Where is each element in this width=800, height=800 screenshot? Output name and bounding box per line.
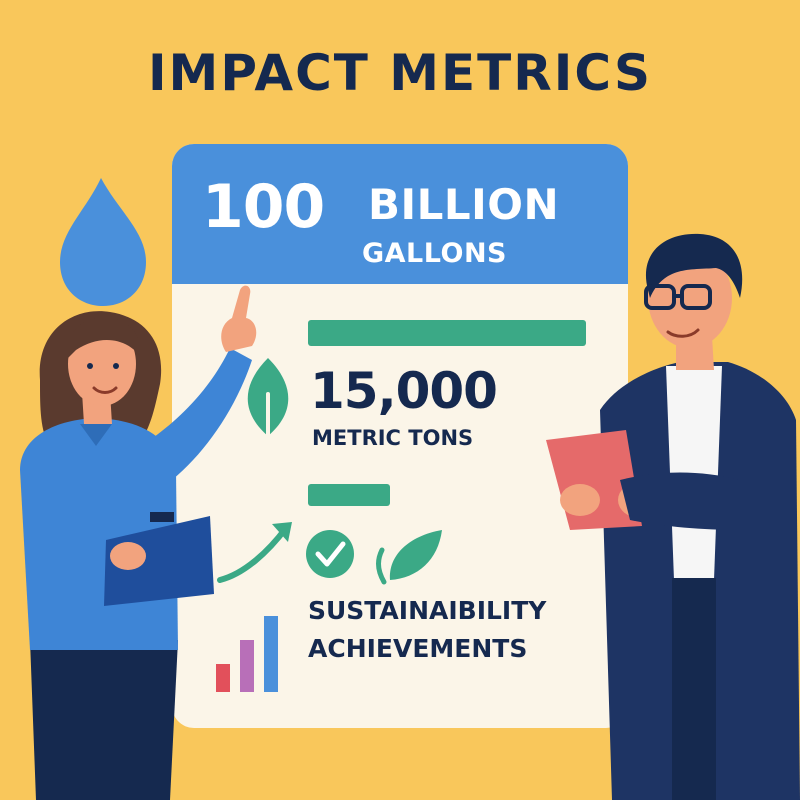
metrics-board: 100 BILLION GALLONS 15,000 METRIC TONS [172,144,628,728]
achievement-icons [216,522,442,692]
leaf-icon [247,358,289,444]
achievements-line-1: SUSTAINAIBILITY [308,596,547,625]
water-unit: GALLONS [362,238,507,269]
sprout-icon [376,530,442,585]
achievements-heading-bar [308,484,390,506]
achievements-line-2: ACHIEVEMENTS [308,634,528,663]
page-title: IMPACT METRICS [147,44,653,102]
water-metric-header: 100 BILLION GALLONS [172,144,628,284]
carbon-number: 15,000 [310,362,498,420]
carbon-unit: METRIC TONS [312,426,474,450]
bar-chart-icon [216,616,278,692]
water-word: BILLION [368,180,560,229]
water-number: 100 [202,172,325,242]
checkmark-icon [306,530,354,578]
carbon-heading-bar [308,320,586,346]
trend-arrow-icon [217,522,292,583]
